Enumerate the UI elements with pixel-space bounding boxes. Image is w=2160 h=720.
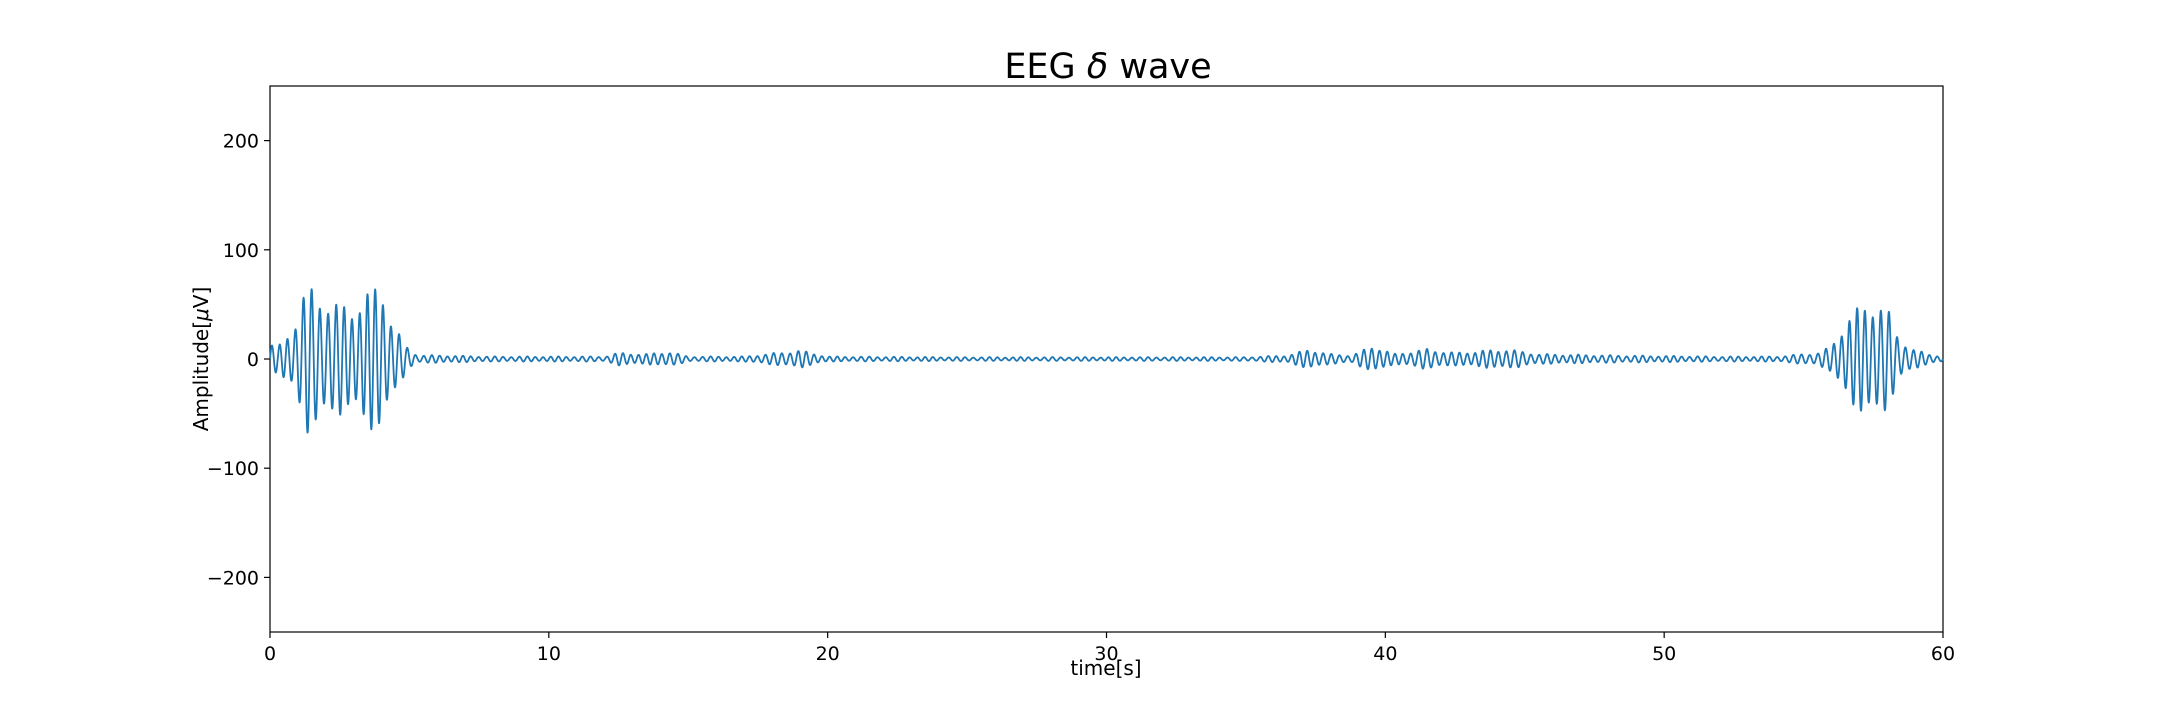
- x-tick-label: 20: [816, 643, 840, 665]
- y-tick-label: −100: [207, 458, 259, 480]
- series-line-eeg-delta: [269, 288, 1944, 434]
- x-axis-title: time[s]: [1070, 656, 1141, 680]
- x-tick-label: 50: [1652, 643, 1676, 665]
- y-axis-title-suffix: V]: [189, 287, 213, 308]
- y-tick-label: −200: [207, 567, 259, 589]
- y-tick-label: 0: [247, 349, 259, 371]
- x-tick-label: 60: [1931, 643, 1955, 665]
- x-tick-label: 0: [264, 643, 276, 665]
- x-tick-label: 10: [537, 643, 561, 665]
- y-tick-label: 200: [223, 131, 259, 153]
- x-axis: 0 10 20 30 40 50 60: [264, 632, 1955, 665]
- chart-title-prefix: EEG: [1004, 47, 1086, 87]
- chart-title: EEG δ wave: [1004, 47, 1211, 87]
- x-tick-label: 30: [1094, 643, 1118, 665]
- chart-title-symbol: δ: [1087, 47, 1108, 87]
- y-axis-title: Amplitude[μV]: [189, 287, 213, 432]
- y-axis-title-symbol: μ: [189, 308, 213, 322]
- y-axis-title-prefix: Amplitude[: [189, 321, 213, 431]
- y-axis: −200 −100 0 100 200: [207, 131, 270, 589]
- y-tick-label: 100: [223, 240, 259, 262]
- chart-title-suffix: wave: [1108, 47, 1211, 87]
- x-tick-label: 40: [1373, 643, 1397, 665]
